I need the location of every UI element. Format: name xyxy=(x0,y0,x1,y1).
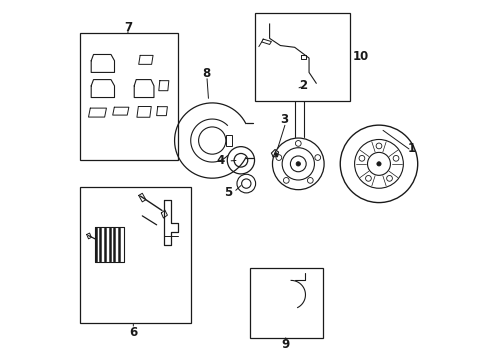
Text: 4: 4 xyxy=(216,154,224,167)
Bar xyxy=(249,268,323,338)
Text: 9: 9 xyxy=(281,338,289,351)
Text: 10: 10 xyxy=(351,50,367,63)
Text: 7: 7 xyxy=(123,21,132,34)
Circle shape xyxy=(274,153,277,156)
Circle shape xyxy=(376,162,380,166)
Text: 3: 3 xyxy=(279,113,287,126)
Circle shape xyxy=(124,61,126,64)
Text: 5: 5 xyxy=(224,186,232,199)
Bar xyxy=(80,187,190,323)
Bar xyxy=(225,135,232,146)
Text: 8: 8 xyxy=(203,67,210,80)
Circle shape xyxy=(296,162,300,166)
Text: 2: 2 xyxy=(299,79,307,92)
Bar xyxy=(80,33,178,160)
Text: 1: 1 xyxy=(407,142,414,155)
Bar xyxy=(255,13,349,101)
Text: 6: 6 xyxy=(129,326,137,339)
